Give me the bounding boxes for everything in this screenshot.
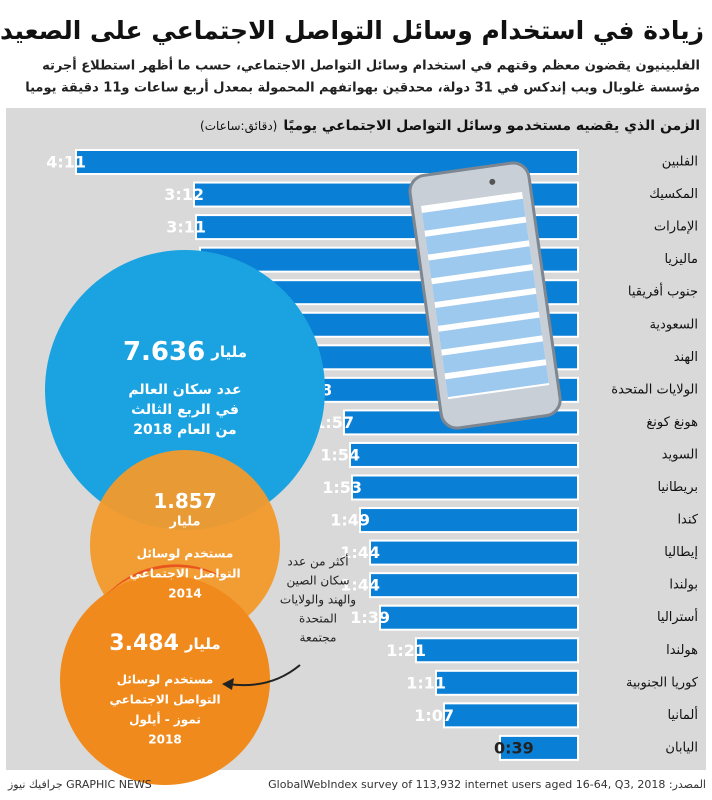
callout-number: 3.484 <box>109 631 179 656</box>
bar <box>415 637 579 664</box>
category-label: ماليزيا <box>664 252 698 267</box>
value-label: 3:12 <box>164 185 204 204</box>
annotation: أكثر من عدد سكان الصين والهند والولايات الم… <box>280 554 356 645</box>
annotation-arrow <box>227 664 301 687</box>
category-label: السويد <box>662 447 698 462</box>
credit: GRAPHIC NEWS جرافيك نيوز <box>7 778 152 791</box>
screen-stripes <box>421 198 549 398</box>
callout-line: عدد سكان العالم <box>128 382 241 398</box>
callout-number: 1.857 <box>153 489 216 513</box>
value-label: 3:11 <box>166 218 206 237</box>
callout-line: 2014 <box>168 587 201 601</box>
callout-heading: 1.857 <box>153 489 216 513</box>
annotation-line: المتحدة <box>299 612 337 626</box>
category-label: الإمارات <box>654 220 698 235</box>
value-label: 1:44 <box>340 576 380 595</box>
bar <box>443 702 579 729</box>
category-label: كندا <box>677 513 698 528</box>
value-label: 0:39 <box>494 738 534 757</box>
bar <box>435 669 579 696</box>
camera <box>489 178 496 185</box>
callout-heading: مليار 7.636 <box>123 337 247 367</box>
annotation-line: أكثر من عدد <box>287 554 348 570</box>
bar <box>369 539 579 566</box>
callout-unit: مليار <box>210 343 247 361</box>
callout-line: التواصل الاجتماعي <box>129 567 240 582</box>
phone <box>408 161 562 430</box>
value-label: 1:11 <box>406 673 446 692</box>
value-label: 1:21 <box>386 641 426 660</box>
callout-heading: مليار 3.484 <box>109 631 220 656</box>
category-label: بولندا <box>669 578 698 593</box>
value-label: 1:39 <box>350 608 390 627</box>
category-label: جنوب أفريقيا <box>628 283 698 300</box>
bar <box>351 474 579 501</box>
value-label: 4:11 <box>46 153 86 172</box>
chart-title-text: الزمن الذي يقضيه مستخدمو وسائل التواصل ا… <box>283 118 700 135</box>
value-label: 1:07 <box>414 706 454 725</box>
callout-unit: مليار <box>168 515 200 530</box>
callout-line: من العام 2018 <box>133 422 236 438</box>
category-label: الولايات المتحدة <box>611 382 698 397</box>
bar <box>369 572 579 599</box>
bar <box>349 441 579 468</box>
callout-unit: مليار <box>184 635 221 653</box>
value-label: 1:44 <box>340 543 380 562</box>
value-label: 1:57 <box>314 413 354 432</box>
source: المصدر: GlobalWebIndex survey of 113,932… <box>268 778 706 791</box>
category-label: هونغ كونغ <box>646 415 698 430</box>
callouts: مليار 7.636 عدد سكان العالم في الربع الثالث… <box>109 337 247 747</box>
chart-title: الزمن الذي يقضيه مستخدمو وسائل التواصل ا… <box>200 118 700 135</box>
category-label: السعودية <box>649 317 698 332</box>
users-2018-circle <box>60 575 270 785</box>
category-label: المكسيك <box>649 187 698 202</box>
bar <box>499 734 579 761</box>
callout-line: مستخدم لوسائل <box>137 547 234 562</box>
callout-line: تموز - أيلول <box>129 712 201 728</box>
value-label: 1:53 <box>322 478 362 497</box>
population-circle <box>45 250 325 530</box>
value-label: 1:49 <box>330 511 370 530</box>
callout-line: مستخدم لوسائل <box>117 673 214 688</box>
callout-line: التواصل الاجتماعي <box>109 693 220 708</box>
annotation-line: مجتمعة <box>300 631 337 645</box>
category-label: أستراليا <box>657 608 698 625</box>
category-label: هولندا <box>666 643 698 658</box>
callout-line: في الربع الثالث <box>131 402 239 418</box>
title: زيادة في استخدام وسائل التواصل الاجتماعي… <box>0 16 704 46</box>
bar <box>379 604 579 631</box>
bar <box>359 507 579 534</box>
subtitle: الفلبينيون يقضون معظم وقتهم في استخدام و… <box>42 57 700 74</box>
value-label: 1:54 <box>320 445 360 464</box>
callout-number: 7.636 <box>123 337 205 367</box>
annotation-line: والهند والولايات <box>280 593 356 608</box>
category-label: الهند <box>674 350 698 365</box>
annotation-line: سكان الصين <box>286 574 349 589</box>
category-label: ألمانيا <box>667 706 698 723</box>
category-label: بريطانيا <box>657 480 698 495</box>
category-label: اليابان <box>665 740 698 755</box>
callout-line: 2018 <box>148 733 181 747</box>
category-label: إيطاليا <box>664 545 698 560</box>
category-label: الفلبين <box>662 155 698 170</box>
category-label: كوريا الجنوبية <box>626 675 699 690</box>
unit-note: (دقائق:ساعات) <box>200 119 277 134</box>
arrowhead <box>222 678 234 690</box>
subtitle: مؤسسة غلوبال ويب إندكس في 31 دولة، محدقي… <box>25 79 700 96</box>
